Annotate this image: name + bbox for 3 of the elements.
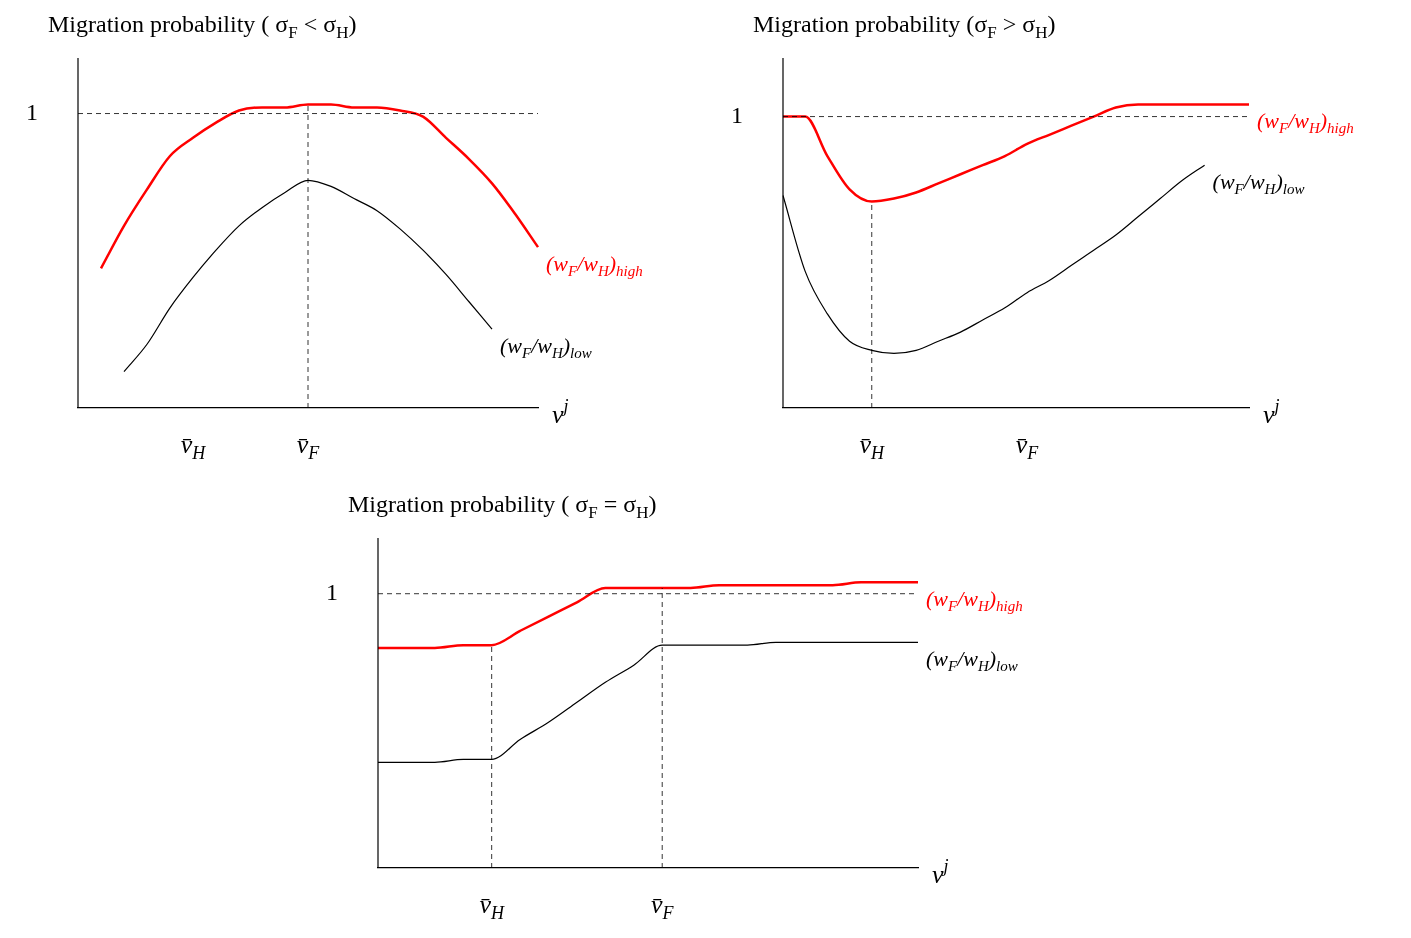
- ref-line-label: 1: [26, 98, 38, 125]
- ref-line-label: 1: [326, 579, 338, 606]
- ref-line-label: 1: [731, 101, 743, 128]
